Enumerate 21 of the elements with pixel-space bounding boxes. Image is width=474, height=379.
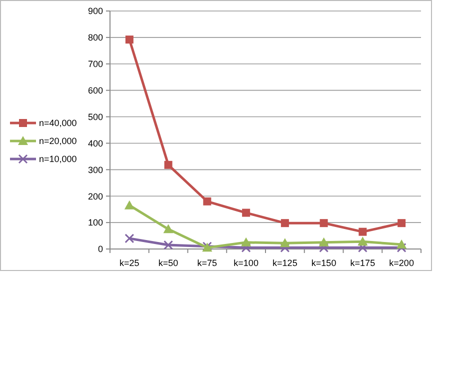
- y-tick-label: 0: [98, 244, 103, 254]
- x-tick-label: k=75: [197, 258, 218, 268]
- y-tick-label: 100: [88, 218, 103, 228]
- y-tick-label: 800: [88, 32, 103, 43]
- x-tick-label: k=125: [272, 258, 298, 268]
- x-tick-label: k=150: [311, 258, 336, 268]
- y-tick-label: 300: [88, 164, 103, 175]
- legend-label: n=10,000: [39, 154, 77, 164]
- y-tick-label: 700: [88, 59, 103, 70]
- legend-label: n=40,000: [39, 118, 77, 128]
- y-tick-label: 600: [88, 85, 103, 96]
- x-tick-label: k=25: [120, 258, 140, 268]
- x-tick-label: k=100: [234, 258, 258, 268]
- y-tick-label: 400: [88, 138, 103, 148]
- y-tick-label: 900: [88, 6, 103, 16]
- y-tick-label: 200: [88, 191, 103, 202]
- x-tick-label: k=50: [158, 258, 178, 268]
- y-tick-label: 500: [88, 112, 103, 122]
- legend-label: n=20,000: [39, 136, 77, 146]
- x-tick-label: k=175: [350, 258, 376, 268]
- x-tick-label: k=200: [389, 258, 414, 268]
